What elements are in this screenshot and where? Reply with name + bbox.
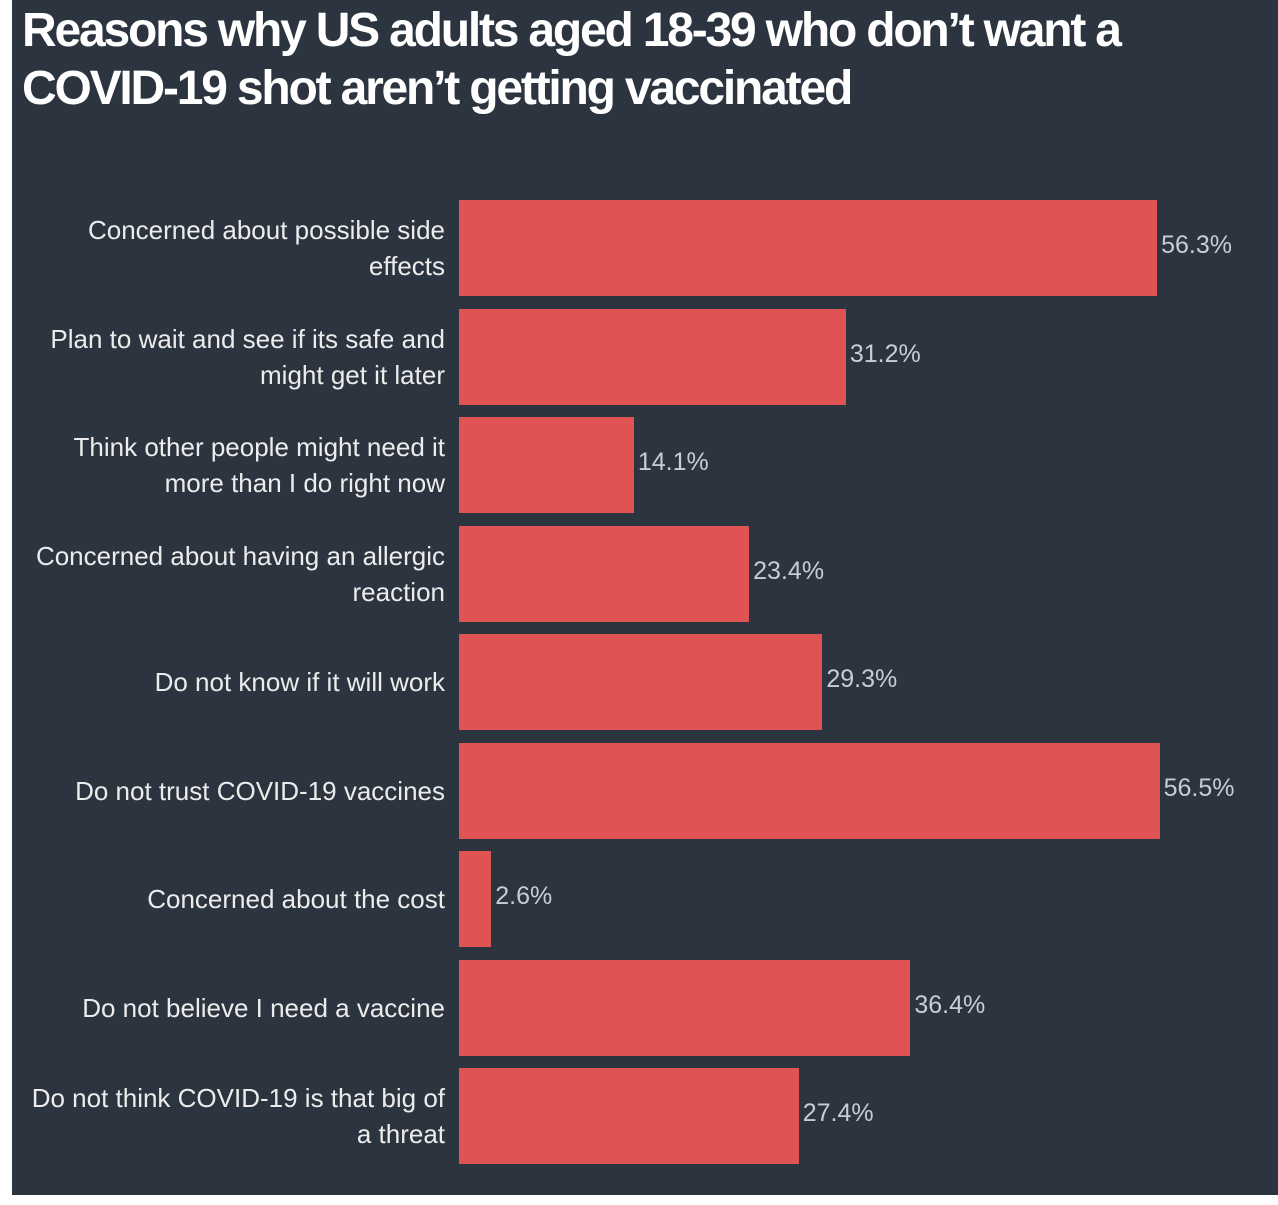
category-label: Plan to wait and see if its safe and mig… <box>50 323 445 390</box>
bar <box>459 308 846 405</box>
category-label: Do not think COVID-19 is that big of a t… <box>31 1083 445 1149</box>
value-label: 14.1% <box>637 448 709 476</box>
category-label: Do not trust COVID-19 vaccines <box>75 775 445 806</box>
value-label: 2.6% <box>495 882 553 910</box>
bar <box>459 1068 799 1164</box>
category-label: Do not believe I need a vaccine <box>82 992 445 1023</box>
value-label: 56.5% <box>1163 773 1235 802</box>
value-label: 27.4% <box>802 1099 874 1127</box>
value-label: 36.4% <box>914 990 986 1019</box>
chart-panel: Reasons why US adults aged 18-39 who don… <box>12 0 1278 1195</box>
category-label: Concerned about the cost <box>147 884 445 914</box>
category-label: Concerned about possible side effects <box>87 215 445 281</box>
value-label: 29.3% <box>826 665 898 693</box>
bar <box>459 525 750 622</box>
value-label: 56.3% <box>1161 231 1232 259</box>
value-label: 23.4% <box>753 556 825 585</box>
chart-title: Reasons why US adults aged 18-39 who don… <box>22 4 1122 115</box>
bar <box>459 851 492 947</box>
bar <box>459 417 634 513</box>
bar <box>459 742 1160 839</box>
bar <box>459 959 911 1056</box>
value-label: 31.2% <box>849 339 921 368</box>
category-label: Do not know if it will work <box>154 667 445 697</box>
category-label: Concerned about having an allergic react… <box>35 540 445 607</box>
bar <box>459 634 823 730</box>
category-label: Think other people might need it more th… <box>73 432 445 498</box>
bar <box>459 200 1158 296</box>
